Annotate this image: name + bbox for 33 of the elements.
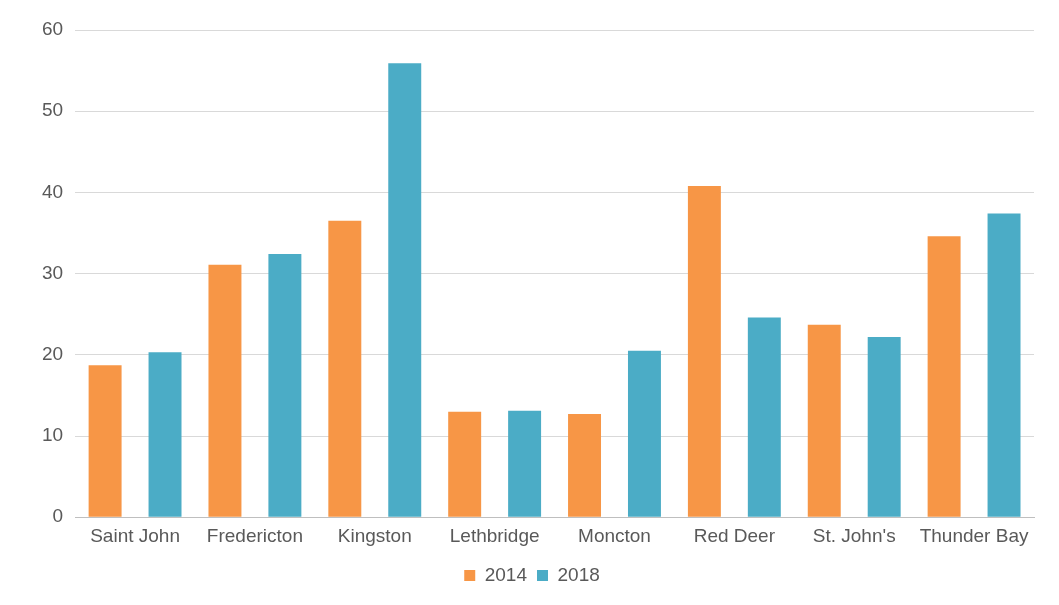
bar (568, 414, 602, 517)
bar (867, 336, 901, 517)
bar (508, 410, 542, 517)
x-tick-label: St. John's (812, 524, 896, 546)
bar (807, 324, 841, 517)
legend-label: 2018 (557, 563, 600, 585)
x-tick-label: Red Deer (693, 524, 776, 546)
bar (388, 63, 422, 517)
bar (987, 213, 1021, 517)
y-tick-label: 10 (41, 424, 64, 446)
x-tick-label: Lethbridge (449, 524, 540, 546)
bar (747, 317, 781, 517)
bar (88, 365, 122, 517)
bar (208, 264, 242, 517)
bar (448, 411, 482, 517)
y-tick-label: 20 (41, 343, 64, 365)
bar (148, 352, 182, 517)
y-tick-label: 50 (41, 99, 64, 121)
x-tick-label: Thunder Bay (919, 524, 1029, 546)
x-tick-label: Kingston (337, 524, 412, 546)
bar (627, 350, 661, 517)
x-tick-label: Moncton (578, 524, 651, 546)
bar (927, 236, 961, 517)
bar (328, 220, 362, 517)
y-tick-label: 40 (41, 180, 64, 202)
bar (268, 254, 302, 517)
bar (687, 185, 721, 517)
x-tick-label: Saint John (90, 524, 180, 546)
y-tick-label: 0 (52, 505, 64, 527)
x-tick-label: Fredericton (206, 524, 303, 546)
y-tick-label: 30 (41, 261, 64, 283)
legend-label: 2014 (484, 563, 528, 585)
y-tick-label: 60 (41, 18, 64, 40)
